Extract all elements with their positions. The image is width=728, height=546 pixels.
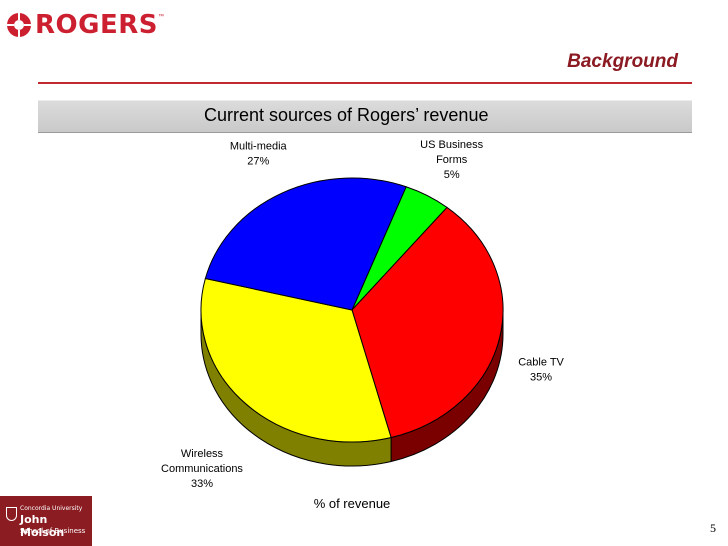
pie-label-3: Multi-media 27% — [230, 141, 288, 168]
logo-trademark: ™ — [157, 14, 164, 20]
pie-label-1: Cable TV 35% — [518, 357, 564, 384]
pie-value-0: 5% — [444, 169, 460, 181]
pie-category-3: Multi-media — [230, 141, 288, 153]
chart-axis-title: % of revenue — [313, 496, 391, 511]
pie-category-0: Forms — [436, 154, 468, 166]
school-line3: School of Business — [20, 527, 86, 535]
section-title: Background — [567, 51, 678, 72]
pie-value-3: 27% — [247, 156, 269, 168]
university-crest-icon — [6, 507, 17, 521]
pie-category-2: Communications — [161, 463, 243, 475]
rogers-logo: ROGERS ™ — [6, 8, 164, 42]
pie-label-0: US Business Forms 5% — [420, 139, 483, 181]
jmsb-logo: Concordia University John Molson School … — [0, 496, 92, 546]
rogers-logo-icon — [7, 13, 31, 37]
pie-slice-3 — [204, 177, 407, 311]
title-banner: Current sources of Rogers’ revenue — [38, 100, 692, 133]
header-rule — [38, 82, 692, 84]
school-line2: John Molson — [20, 513, 65, 539]
pie-value-2: 33% — [191, 478, 213, 490]
pie-value-1: 35% — [530, 372, 552, 384]
pie-category-0: US Business — [420, 139, 483, 151]
pie-slice-1 — [351, 206, 504, 439]
pie-label-2: Wireless Communications 33% — [161, 448, 243, 490]
pie-category-2: Wireless — [181, 448, 224, 460]
page-number: 5 — [710, 521, 716, 535]
rogers-logo-text: ROGERS — [35, 10, 158, 40]
pie-category-1: Cable TV — [518, 357, 564, 369]
chart-banner-title: Current sources of Rogers’ revenue — [204, 105, 489, 125]
pie-slice-2 — [200, 277, 392, 443]
school-line1: Concordia University — [20, 505, 83, 512]
